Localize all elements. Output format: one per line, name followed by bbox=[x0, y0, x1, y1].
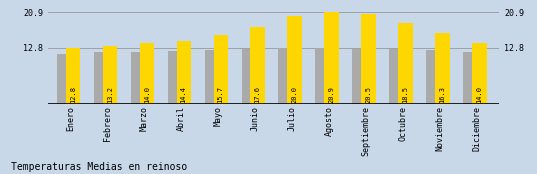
Text: 14.0: 14.0 bbox=[476, 86, 482, 103]
Text: 18.5: 18.5 bbox=[403, 86, 409, 103]
Text: 20.9: 20.9 bbox=[329, 86, 335, 103]
Bar bbox=[398, 23, 412, 104]
Bar bbox=[177, 41, 191, 104]
Bar bbox=[250, 27, 265, 104]
Text: 12.8: 12.8 bbox=[70, 86, 76, 103]
Text: 20.5: 20.5 bbox=[366, 86, 372, 103]
Bar bbox=[214, 35, 228, 104]
Bar bbox=[352, 49, 376, 104]
Bar bbox=[473, 43, 487, 104]
Bar bbox=[315, 48, 339, 104]
Text: 14.4: 14.4 bbox=[180, 86, 187, 103]
Bar bbox=[279, 48, 302, 104]
Bar bbox=[56, 54, 80, 104]
Bar bbox=[130, 52, 154, 104]
Text: Temperaturas Medias en reinoso: Temperaturas Medias en reinoso bbox=[11, 162, 187, 172]
Bar bbox=[436, 33, 449, 104]
Bar bbox=[140, 43, 154, 104]
Bar bbox=[389, 49, 413, 104]
Bar bbox=[287, 16, 302, 104]
Text: 15.7: 15.7 bbox=[217, 86, 223, 103]
Bar bbox=[324, 12, 339, 104]
Bar bbox=[242, 49, 265, 104]
Bar bbox=[103, 46, 117, 104]
Text: 17.6: 17.6 bbox=[255, 86, 260, 103]
Text: 13.2: 13.2 bbox=[107, 86, 113, 103]
Bar bbox=[361, 14, 376, 104]
Bar bbox=[205, 50, 228, 104]
Bar bbox=[426, 50, 449, 104]
Bar bbox=[93, 52, 117, 104]
Text: 14.0: 14.0 bbox=[144, 86, 150, 103]
Bar bbox=[168, 51, 191, 104]
Text: 20.0: 20.0 bbox=[292, 86, 297, 103]
Bar bbox=[463, 52, 487, 104]
Text: 16.3: 16.3 bbox=[439, 86, 446, 103]
Bar bbox=[66, 48, 80, 104]
